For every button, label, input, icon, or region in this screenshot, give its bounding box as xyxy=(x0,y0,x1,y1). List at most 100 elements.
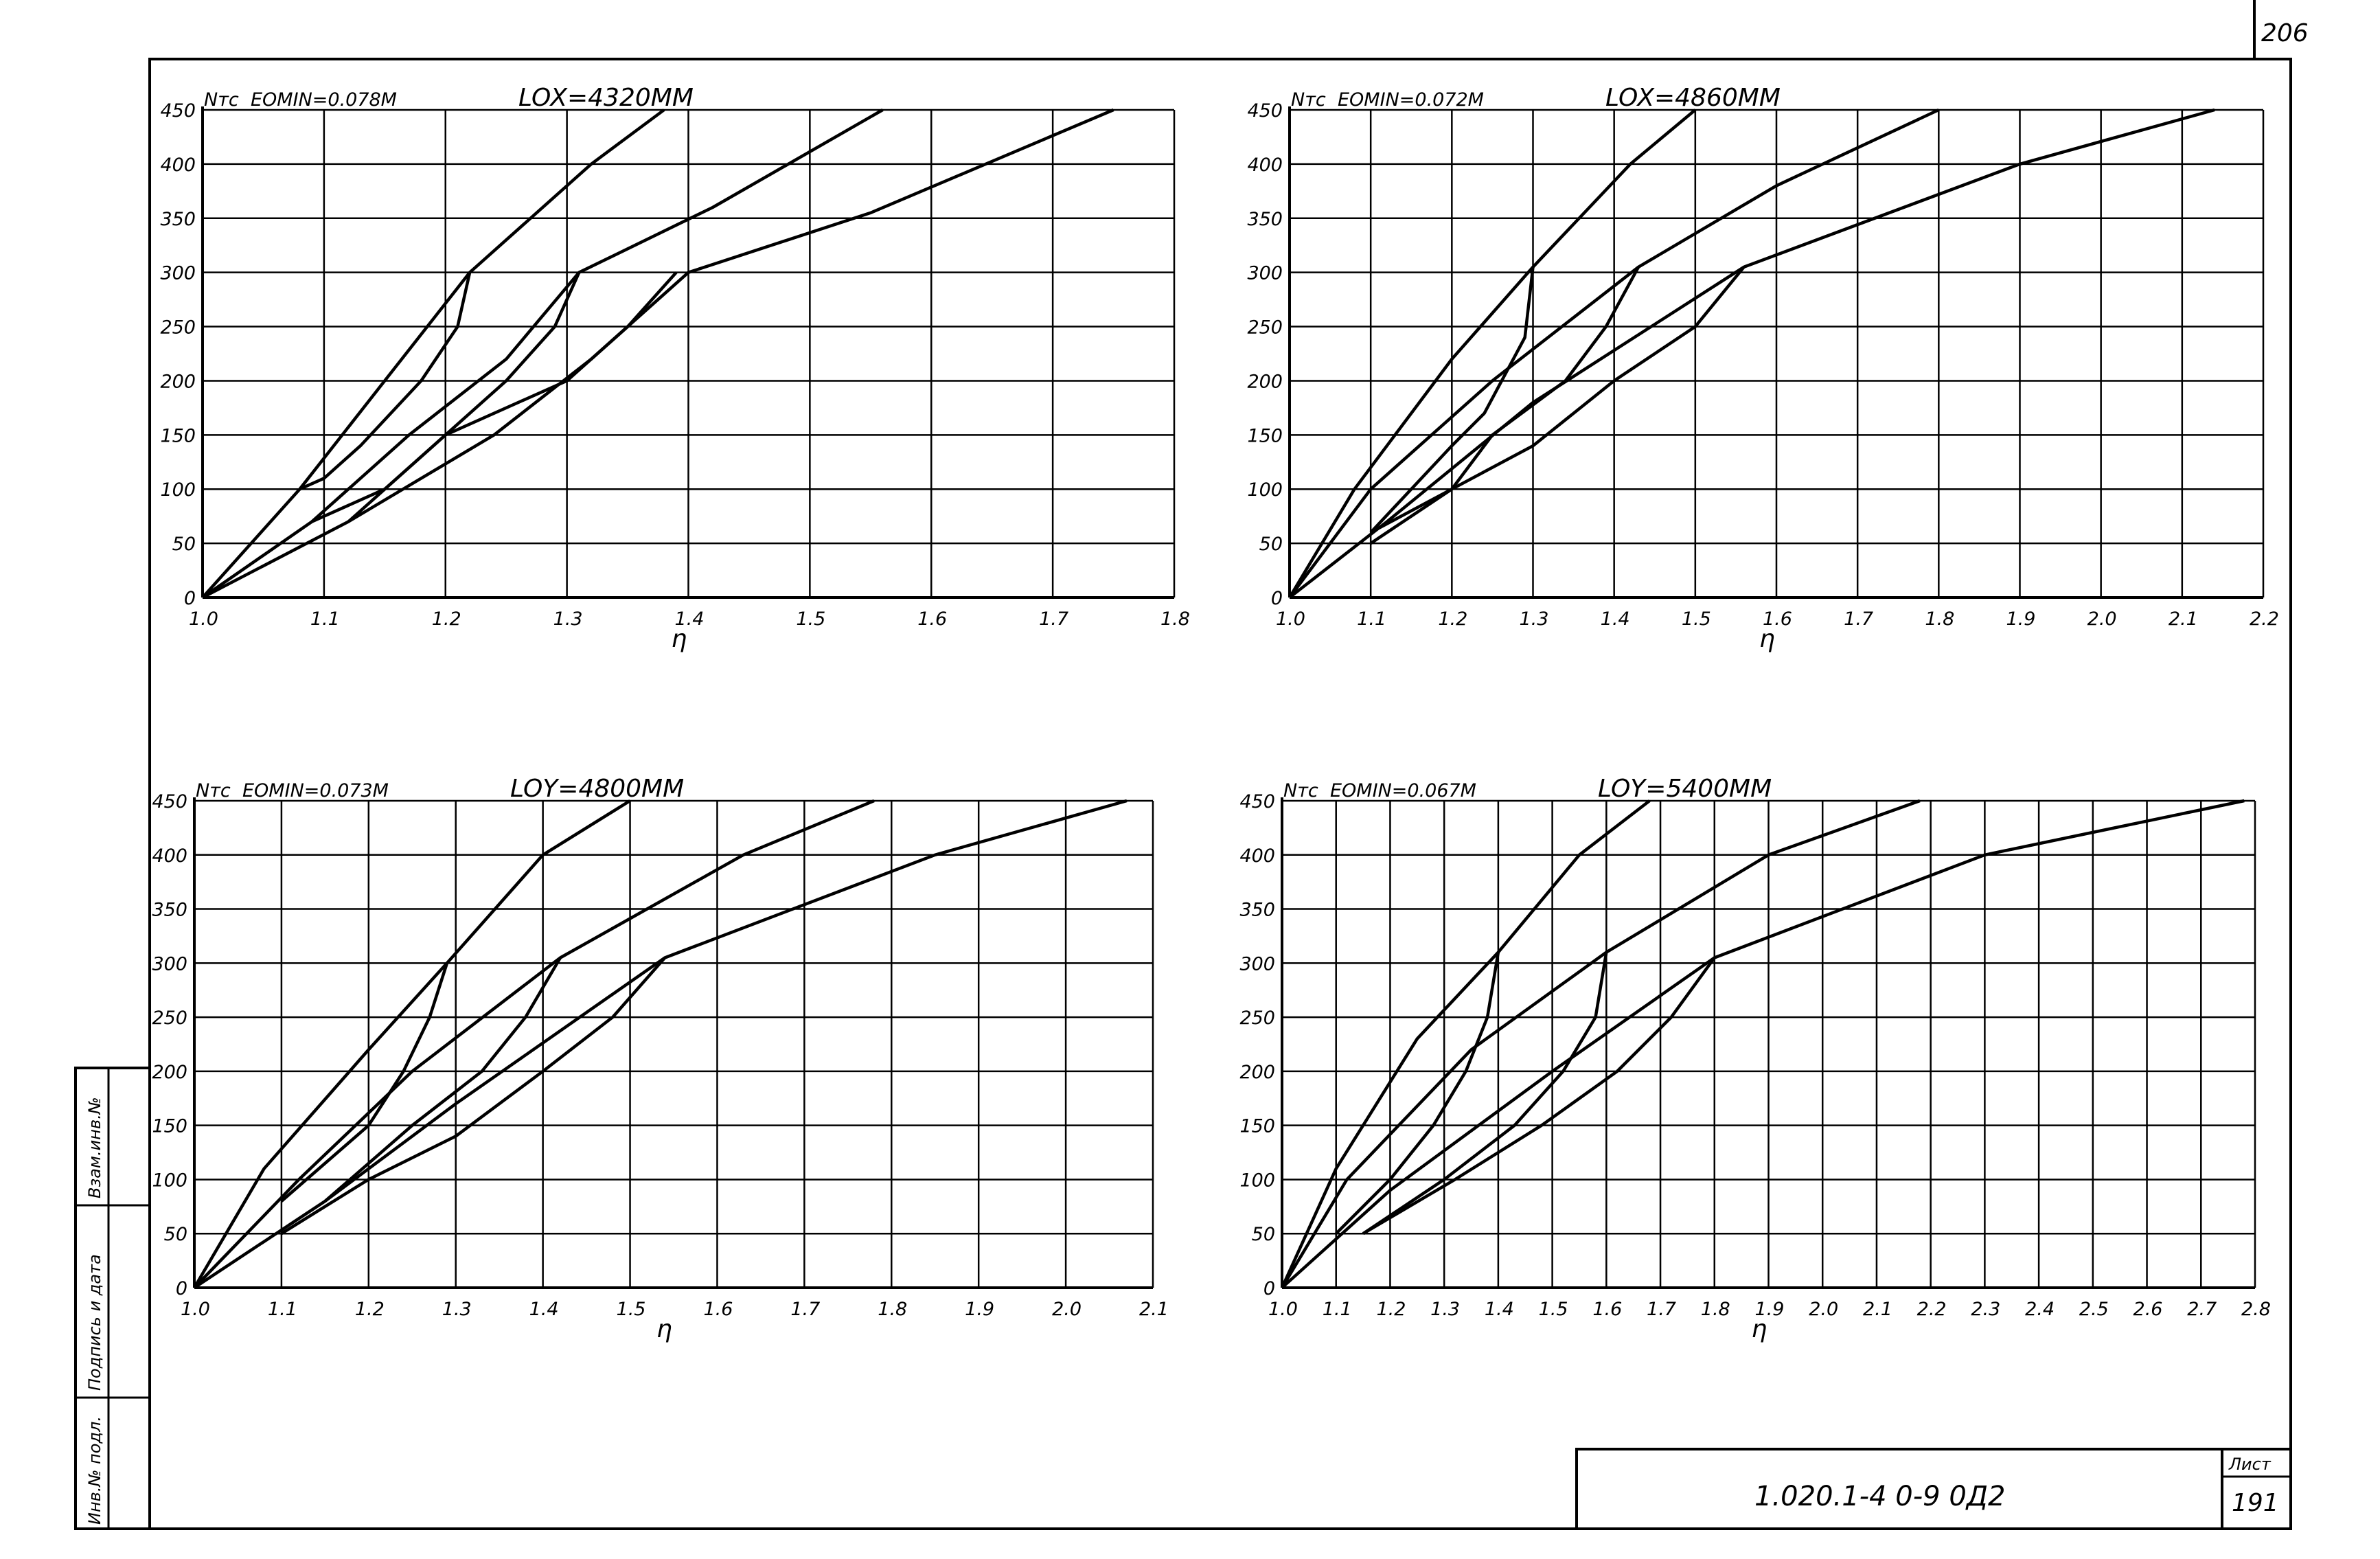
side-label-replace: Взам.инв.№ xyxy=(85,1097,104,1198)
y-axis-label: Nтс xyxy=(1291,89,1326,111)
y-axis-label: Nтс xyxy=(196,780,231,801)
x-tick-label: 1.8 xyxy=(878,1299,907,1320)
y-tick-label: 150 xyxy=(160,425,196,446)
eomin-label: EOMIN=0.072M xyxy=(1338,89,1484,111)
x-tick-label: 2.0 xyxy=(1809,1299,1838,1320)
x-tick-label: 2.7 xyxy=(2187,1299,2217,1320)
series-line-5 xyxy=(311,271,581,523)
y-tick-label: 350 xyxy=(1247,209,1283,230)
chart-3: 1.0 1.1 1.2 1.3 1.4 1.5 1.6 1.7 1.8 1.9 2.0 2.1 0 50 1… xyxy=(152,775,1169,1343)
page-number: 206 xyxy=(2261,19,2309,47)
x-tick-label: 2.0 xyxy=(1052,1299,1082,1320)
series-line-4 xyxy=(299,272,472,491)
x-tick-label: 1.0 xyxy=(181,1299,210,1320)
x-tick-label: 1.3 xyxy=(553,608,583,630)
x-tick-label: 1.0 xyxy=(1268,1299,1298,1320)
y-tick-label: 450 xyxy=(160,100,196,122)
x-tick-label: 1.3 xyxy=(1520,608,1549,630)
series-line-2 xyxy=(193,799,875,1289)
x-tick-label: 1.8 xyxy=(1160,608,1190,630)
y-tick-label: 0 xyxy=(1271,588,1283,609)
y-tick-label: 100 xyxy=(152,1170,187,1191)
x-tick-label: 1.7 xyxy=(1039,608,1068,630)
y-tick-label: 100 xyxy=(1247,479,1283,501)
y-tick-label: 350 xyxy=(160,209,196,230)
y-tick-label: 150 xyxy=(152,1116,187,1137)
x-tick-label: 1.2 xyxy=(1376,1299,1406,1320)
y-tick-label: 50 xyxy=(1252,1224,1275,1245)
y-tick-label: 300 xyxy=(1239,953,1275,975)
series-line-2 xyxy=(1288,108,1940,599)
x-tick-label: 1.7 xyxy=(790,1299,820,1320)
series-line-5 xyxy=(323,957,562,1203)
x-tick-label: 1.5 xyxy=(1539,1299,1568,1320)
y-tick-label: 0 xyxy=(184,588,196,609)
x-tick-label: 2.2 xyxy=(1917,1299,1947,1320)
y-tick-label: 200 xyxy=(152,1062,187,1083)
y-tick-label: 0 xyxy=(176,1278,187,1299)
y-tick-label: 300 xyxy=(152,953,187,975)
chart-1: 1.0 1.1 1.2 1.3 1.4 1.5 1.6 1.7 1.8 0 50 100 150 200 2… xyxy=(160,84,1190,653)
x-tick-label: 2.6 xyxy=(2133,1299,2163,1320)
y-tick-label: 250 xyxy=(1239,1008,1275,1029)
y-tick-label: 300 xyxy=(1247,263,1283,284)
y-tick-label: 0 xyxy=(1263,1278,1275,1299)
title-block: 1.020.1-4 0-9 0Д2 Лист 191 xyxy=(1575,1448,2292,1530)
x-tick-label: 1.1 xyxy=(1323,1299,1352,1320)
y-tick-label: 400 xyxy=(1239,845,1275,867)
x-tick-label: 1.1 xyxy=(1357,608,1386,630)
charts-group: 1.0 1.1 1.2 1.3 1.4 1.5 1.6 1.7 1.8 0 50 100 150 200 2… xyxy=(152,84,2279,1343)
x-tick-label: 1.9 xyxy=(1755,1299,1785,1320)
y-axis-label: Nтс xyxy=(1283,780,1318,801)
x-tick-label: 1.7 xyxy=(1647,1299,1676,1320)
y-tick-label: 50 xyxy=(164,1224,187,1245)
length-label: LOX=4320MM xyxy=(518,84,694,112)
x-tick-label: 2.1 xyxy=(1863,1299,1892,1320)
x-tick-label: 1.6 xyxy=(1763,608,1792,630)
y-tick-label: 200 xyxy=(160,371,196,392)
y-tick-label: 50 xyxy=(1259,534,1283,555)
y-tick-label: 450 xyxy=(1239,791,1275,812)
series-line-6 xyxy=(1369,266,1746,545)
y-tick-label: 350 xyxy=(152,900,187,921)
y-tick-label: 250 xyxy=(1247,317,1283,339)
eomin-label: EOMIN=0.067M xyxy=(1330,780,1476,801)
series-line-1 xyxy=(201,109,665,599)
designation: 1.020.1-4 0-9 0Д2 xyxy=(1754,1481,2005,1512)
x-tick-label: 2.4 xyxy=(2025,1299,2055,1320)
eomin-label: EOMIN=0.078M xyxy=(251,89,397,111)
x-tick-label: 1.8 xyxy=(1701,1299,1730,1320)
y-tick-label: 200 xyxy=(1239,1062,1275,1083)
x-tick-label: 1.9 xyxy=(2006,608,2036,630)
x-tick-label: 2.1 xyxy=(2169,608,2198,630)
sheet-number: 191 xyxy=(2232,1489,2279,1517)
y-tick-label: 400 xyxy=(152,845,187,867)
y-tick-label: 150 xyxy=(1247,425,1283,446)
y-tick-label: 300 xyxy=(160,263,196,284)
x-tick-label: 1.0 xyxy=(1276,608,1305,630)
series-line-1 xyxy=(193,799,631,1289)
y-tick-label: 150 xyxy=(1239,1116,1275,1137)
x-tick-label: 2.1 xyxy=(1139,1299,1169,1320)
x-tick-label: 2.5 xyxy=(2079,1299,2109,1320)
series-line-6 xyxy=(280,957,666,1236)
series-line-3 xyxy=(201,108,1114,599)
series-line-3 xyxy=(193,799,1128,1289)
x-tick-label: 1.0 xyxy=(189,608,218,630)
series-line-3 xyxy=(1288,108,2215,599)
y-tick-label: 100 xyxy=(160,479,196,501)
chart-2: 1.0 1.1 1.2 1.3 1.4 1.5 1.6 1.7 1.8 1.9 2.0 2.1 2.2 0… xyxy=(1247,84,2279,653)
y-tick-label: 50 xyxy=(172,534,196,555)
x-tick-label: 1.6 xyxy=(917,608,947,630)
series-line-2 xyxy=(201,109,884,599)
series-line-4 xyxy=(1335,952,1500,1235)
sheet-label: Лист xyxy=(2228,1455,2272,1474)
x-tick-label: 2.0 xyxy=(2087,608,2117,630)
x-axis-label: η xyxy=(1759,625,1775,653)
y-tick-label: 200 xyxy=(1247,371,1283,392)
x-tick-label: 1.4 xyxy=(675,608,705,630)
x-tick-label: 1.2 xyxy=(432,608,461,630)
x-axis-label: η xyxy=(1752,1315,1767,1343)
y-tick-label: 400 xyxy=(160,155,196,176)
